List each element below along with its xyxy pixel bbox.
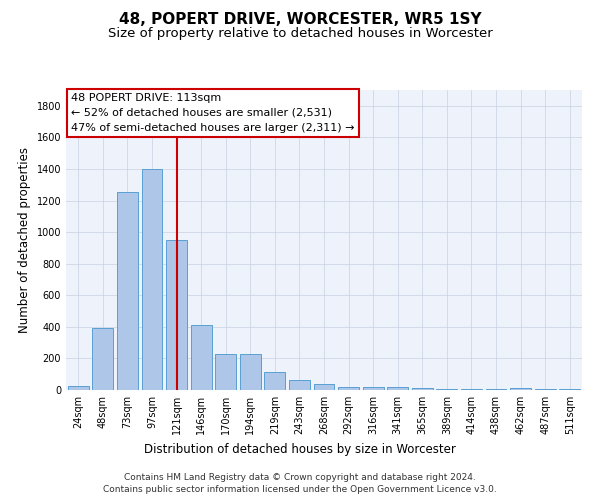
Bar <box>92 328 113 390</box>
Bar <box>142 169 163 390</box>
Bar <box>387 387 408 390</box>
Text: Contains public sector information licensed under the Open Government Licence v3: Contains public sector information licen… <box>103 485 497 494</box>
Text: 48 POPERT DRIVE: 113sqm
← 52% of detached houses are smaller (2,531)
47% of semi: 48 POPERT DRIVE: 113sqm ← 52% of detache… <box>71 93 355 132</box>
Bar <box>559 389 580 390</box>
Bar <box>289 380 310 390</box>
Bar <box>510 388 531 390</box>
Bar <box>338 387 359 390</box>
Bar <box>68 386 89 390</box>
Text: Contains HM Land Registry data © Crown copyright and database right 2024.: Contains HM Land Registry data © Crown c… <box>124 472 476 482</box>
Bar <box>265 372 286 390</box>
Text: Distribution of detached houses by size in Worcester: Distribution of detached houses by size … <box>144 442 456 456</box>
Y-axis label: Number of detached properties: Number of detached properties <box>18 147 31 333</box>
Text: Size of property relative to detached houses in Worcester: Size of property relative to detached ho… <box>107 28 493 40</box>
Bar <box>314 384 334 390</box>
Bar <box>362 387 383 390</box>
Bar <box>535 389 556 390</box>
Text: 48, POPERT DRIVE, WORCESTER, WR5 1SY: 48, POPERT DRIVE, WORCESTER, WR5 1SY <box>119 12 481 28</box>
Bar <box>240 354 261 390</box>
Bar <box>215 354 236 390</box>
Bar <box>412 388 433 390</box>
Bar <box>117 192 138 390</box>
Bar <box>166 240 187 390</box>
Bar <box>191 326 212 390</box>
Bar <box>461 388 482 390</box>
Bar <box>485 389 506 390</box>
Bar <box>436 388 457 390</box>
